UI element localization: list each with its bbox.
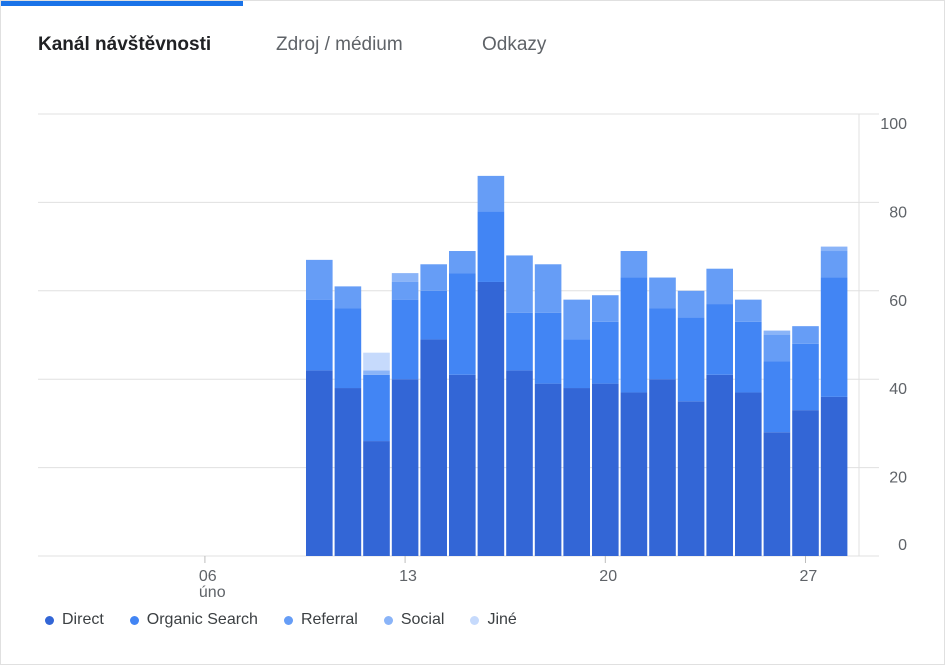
bar-segment[interactable] — [306, 299, 333, 371]
bar-segment[interactable] — [706, 374, 733, 556]
bar-segment[interactable] — [506, 312, 533, 371]
bar-segment[interactable] — [563, 339, 590, 389]
bar-segment[interactable] — [649, 379, 676, 556]
bar-segment[interactable] — [363, 441, 390, 556]
legend-item[interactable]: Direct — [45, 611, 104, 629]
bar-segment[interactable] — [363, 370, 390, 375]
legend-label: Referral — [300, 611, 358, 628]
bar-segment[interactable] — [506, 370, 533, 556]
x-tick-label: 27 — [800, 568, 818, 585]
legend-label: Direct — [62, 611, 104, 628]
bar-segment[interactable] — [363, 374, 390, 442]
legend-item[interactable]: Organic Search — [129, 611, 258, 629]
bar-segment[interactable] — [534, 312, 562, 384]
y-tick-label: 20 — [889, 470, 907, 487]
legend-dot-icon — [129, 615, 139, 625]
bar-segment[interactable] — [306, 370, 333, 556]
bar-segment[interactable] — [649, 277, 676, 309]
bar-segment[interactable] — [563, 388, 590, 556]
bar-segment[interactable] — [306, 259, 333, 300]
bar-segment[interactable] — [677, 317, 705, 402]
bar-segment[interactable] — [477, 211, 505, 282]
x-tick-sublabel: úno — [199, 584, 226, 601]
bar-segment[interactable] — [706, 304, 733, 375]
bar-segment[interactable] — [592, 295, 619, 322]
y-tick-label: 80 — [889, 204, 907, 221]
bar-segment[interactable] — [649, 308, 676, 380]
bar-segment[interactable] — [820, 396, 848, 556]
y-tick-label: 60 — [889, 293, 907, 310]
bar-segment[interactable] — [449, 251, 476, 274]
bar-segment[interactable] — [363, 352, 390, 371]
bar-segment[interactable] — [391, 379, 419, 556]
bar-segment[interactable] — [477, 175, 505, 212]
y-tick-label: 100 — [880, 116, 907, 133]
bar-segment[interactable] — [763, 432, 791, 556]
bar-segment[interactable] — [763, 335, 791, 362]
tab-referrals[interactable]: Odkazy — [482, 34, 547, 55]
y-tick-label: 40 — [889, 381, 907, 398]
bar-segment[interactable] — [477, 281, 505, 556]
bar-segment[interactable] — [592, 383, 619, 556]
bar-segment[interactable] — [620, 251, 648, 278]
bar-segment[interactable] — [735, 321, 762, 393]
legend-item[interactable]: Jiné — [470, 611, 517, 629]
bar-segment[interactable] — [820, 251, 848, 278]
bar-segment[interactable] — [449, 374, 476, 556]
x-tick-label: 20 — [599, 568, 617, 585]
bar-segment[interactable] — [592, 321, 619, 384]
legend-dot-icon — [283, 615, 293, 625]
legend-label: Jiné — [487, 611, 517, 628]
bar-segment[interactable] — [735, 392, 762, 556]
legend-item[interactable]: Referral — [283, 611, 358, 629]
bar-segment[interactable] — [420, 264, 447, 291]
bar-segment[interactable] — [792, 410, 819, 556]
bar-segment[interactable] — [820, 246, 848, 252]
bar-segment[interactable] — [534, 264, 562, 313]
active-tab-indicator — [1, 1, 243, 6]
bar-segment[interactable] — [563, 299, 590, 340]
bar-segment[interactable] — [391, 281, 419, 300]
tab-traffic-channel[interactable]: Kanál návštěvnosti — [38, 34, 212, 55]
bar-segment[interactable] — [391, 299, 419, 380]
legend-dot-icon — [470, 615, 480, 625]
bar-segment[interactable] — [334, 308, 362, 389]
bar-segment[interactable] — [735, 299, 762, 322]
bar-segment[interactable] — [677, 290, 705, 318]
bar-segment[interactable] — [706, 268, 733, 305]
legend-dot-icon — [45, 615, 54, 625]
y-tick-label: 0 — [898, 537, 907, 554]
x-tick-label: 06 — [199, 568, 217, 585]
legend-label: Organic Search — [146, 611, 258, 628]
legend-label: Social — [400, 611, 445, 628]
legend-dot-icon — [383, 615, 393, 625]
bar-segment[interactable] — [334, 286, 362, 309]
bar-segment[interactable] — [449, 273, 476, 375]
bar-segment[interactable] — [391, 273, 419, 282]
bar-segment[interactable] — [763, 361, 791, 433]
bar-segment[interactable] — [763, 330, 791, 335]
bar-segment[interactable] — [620, 392, 648, 556]
bar-segment[interactable] — [506, 255, 533, 313]
x-tick-label: 13 — [399, 568, 417, 585]
bar-segment[interactable] — [420, 290, 447, 340]
bar-segment[interactable] — [820, 277, 848, 397]
bar-segment[interactable] — [334, 388, 362, 556]
tab-source-medium[interactable]: Zdroj / médium — [276, 34, 403, 55]
bar-segment[interactable] — [677, 401, 705, 556]
bar-segment[interactable] — [792, 343, 819, 411]
bar-segment[interactable] — [792, 326, 819, 344]
bar-segment[interactable] — [534, 383, 562, 556]
legend-item[interactable]: Social — [383, 611, 445, 629]
bar-segment[interactable] — [620, 277, 648, 393]
bar-segment[interactable] — [420, 339, 447, 556]
chart-legend: Direct Organic Search Referral Social Jiné — [45, 611, 543, 629]
